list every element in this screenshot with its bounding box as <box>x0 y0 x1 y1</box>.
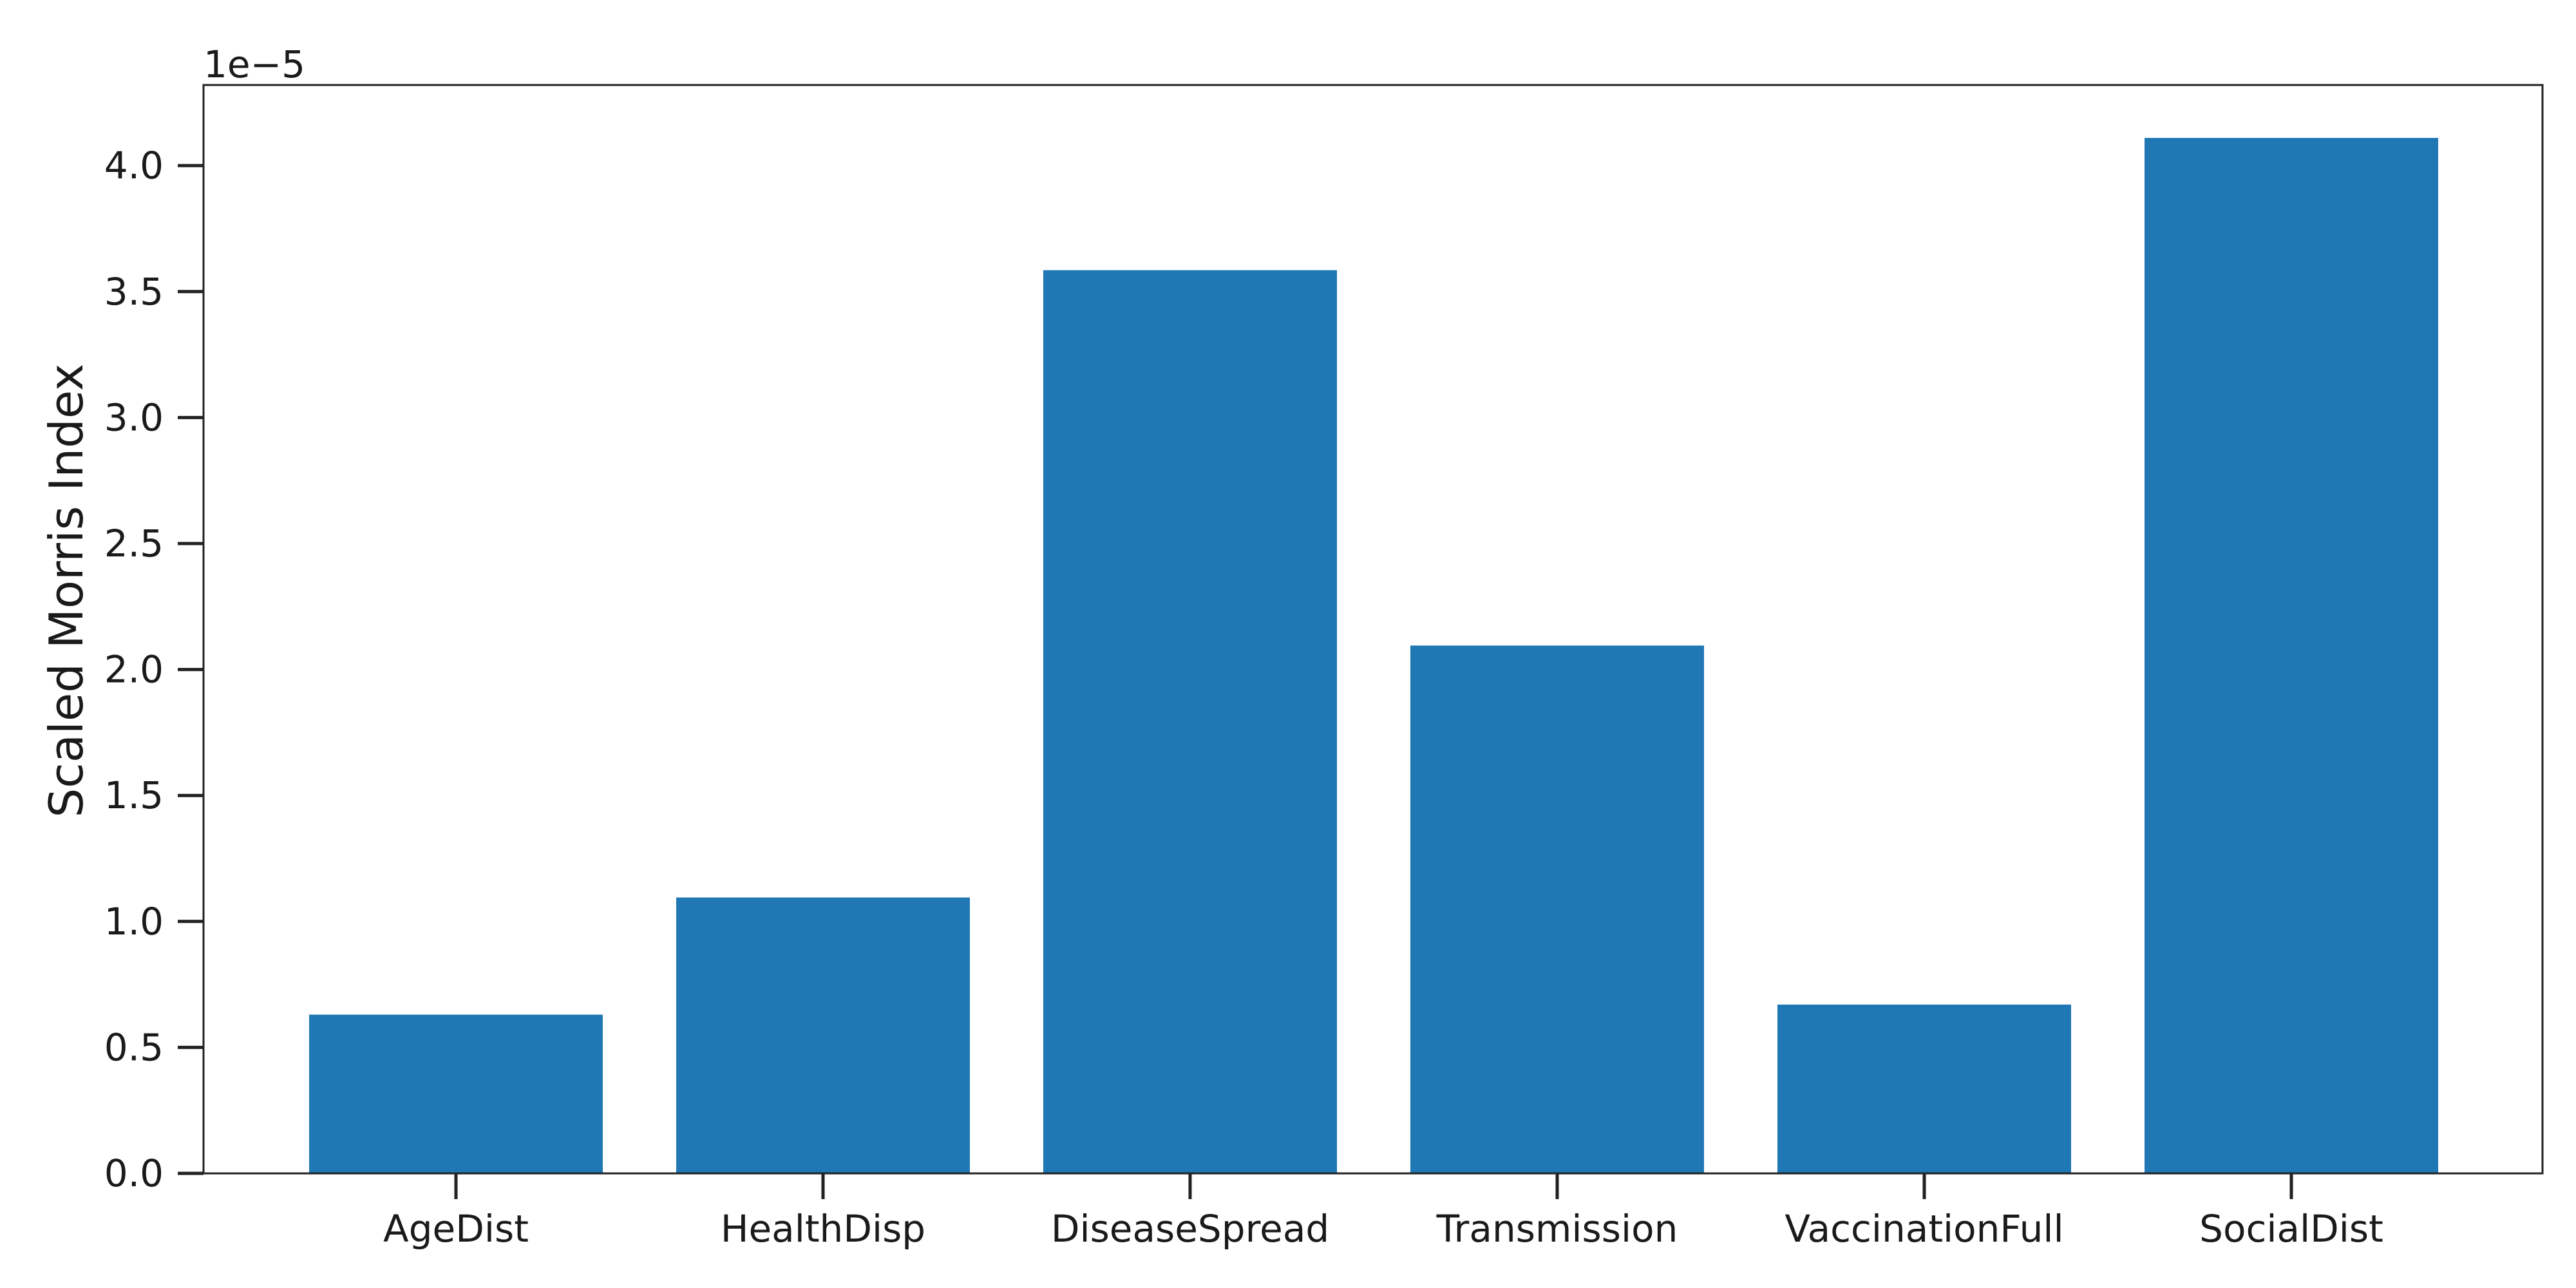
x-tick-label-agedist: AgeDist <box>383 1207 529 1251</box>
bar-socialdist <box>2145 138 2438 1173</box>
x-tick-label-vaccinationfull: VaccinationFull <box>1785 1207 2063 1251</box>
bar-agedist <box>309 1014 603 1173</box>
y-tick-label: 4.0 <box>104 144 164 187</box>
y-tick-label: 1.0 <box>104 900 164 943</box>
x-tick-label-healthdisp: HealthDisp <box>721 1207 925 1251</box>
x-tick-label-transmission: Transmission <box>1436 1207 1678 1251</box>
y-tick-label: 3.0 <box>104 395 164 439</box>
x-tick-label-diseasespread: DiseaseSpread <box>1051 1207 1329 1251</box>
bar-healthdisp <box>676 897 970 1173</box>
y-tick-label: 1.5 <box>104 773 164 817</box>
bar-diseasespread <box>1043 270 1337 1174</box>
bar-vaccinationfull <box>1777 1004 2071 1173</box>
y-tick-label: 0.0 <box>104 1151 164 1195</box>
x-axis: AgeDist HealthDisp DiseaseSpread Transmissi… <box>383 1173 2383 1251</box>
y-axis: 0.0 0.5 1.0 1.5 2.0 2.5 3.0 3.5 4.0 <box>104 144 204 1195</box>
y-tick-label: 2.5 <box>104 522 164 565</box>
x-tick-label-socialdist: SocialDist <box>2199 1207 2383 1251</box>
y-tick-label: 3.5 <box>104 270 164 314</box>
y-offset-label: 1e−5 <box>204 43 305 86</box>
plot-frame <box>202 84 2544 1175</box>
bar-transmission <box>1410 645 1704 1173</box>
y-axis-title: Scaled Morris Index <box>39 363 93 817</box>
bars-group <box>309 138 2438 1174</box>
y-tick-label: 2.0 <box>104 648 164 692</box>
y-tick-label: 0.5 <box>104 1025 164 1069</box>
